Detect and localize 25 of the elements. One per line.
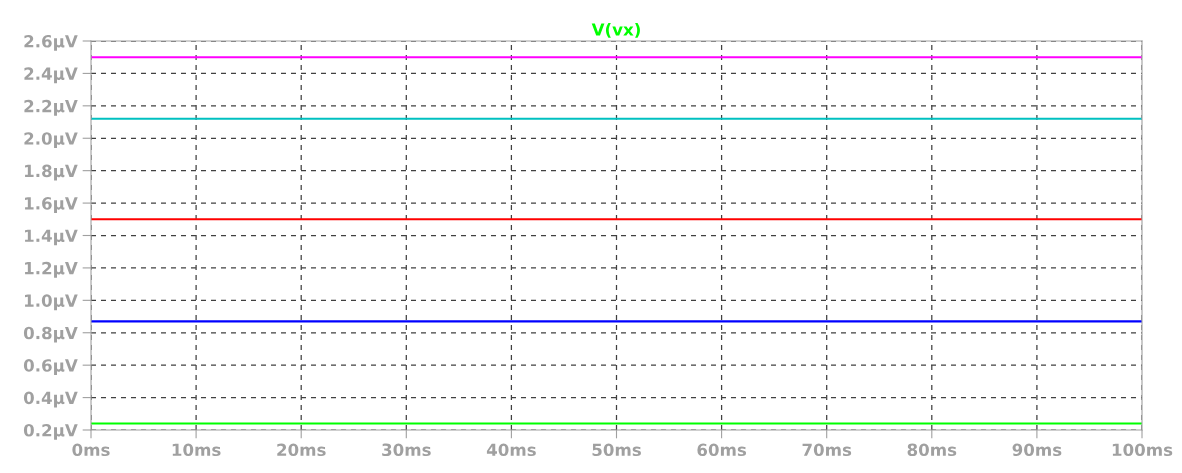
x-tick-label: 10ms [172,443,221,457]
x-tick-label: 90ms [1012,443,1062,457]
y-tick-label: 0.4µV [23,391,78,408]
x-tick-label: 70ms [802,443,852,457]
y-tick-label: 0.2µV [23,423,78,440]
y-tick-label: 0.8µV [23,326,78,343]
y-tick-label: 2.2µV [24,99,78,116]
x-tick-label: 100ms [1112,443,1173,457]
x-tick-label: 60ms [697,443,747,457]
y-tick-label: 1.0µV [25,294,78,311]
y-tick-label: 0.6µV [23,359,78,375]
x-tick-label: 50ms [592,443,641,457]
y-tick-label: 1.2µV [25,261,78,278]
y-tick-label: 1.8µV [25,164,78,181]
x-tick-label: 30ms [382,443,431,457]
x-tick-label: 20ms [277,443,326,457]
text: V(vx) [591,22,640,38]
y-tick-label: 1.4µV [25,229,78,246]
y-tick-label: 2.4µV [24,67,78,84]
x-tick-label: 0ms [72,443,110,457]
x-tick-label: 40ms [486,443,536,457]
y-tick-label: 2.6µV [24,34,78,51]
y-tick-label: 2.0µV [24,132,78,149]
x-tick-label: 80ms [907,443,957,457]
y-tick-label: 1.6µV [25,197,78,213]
